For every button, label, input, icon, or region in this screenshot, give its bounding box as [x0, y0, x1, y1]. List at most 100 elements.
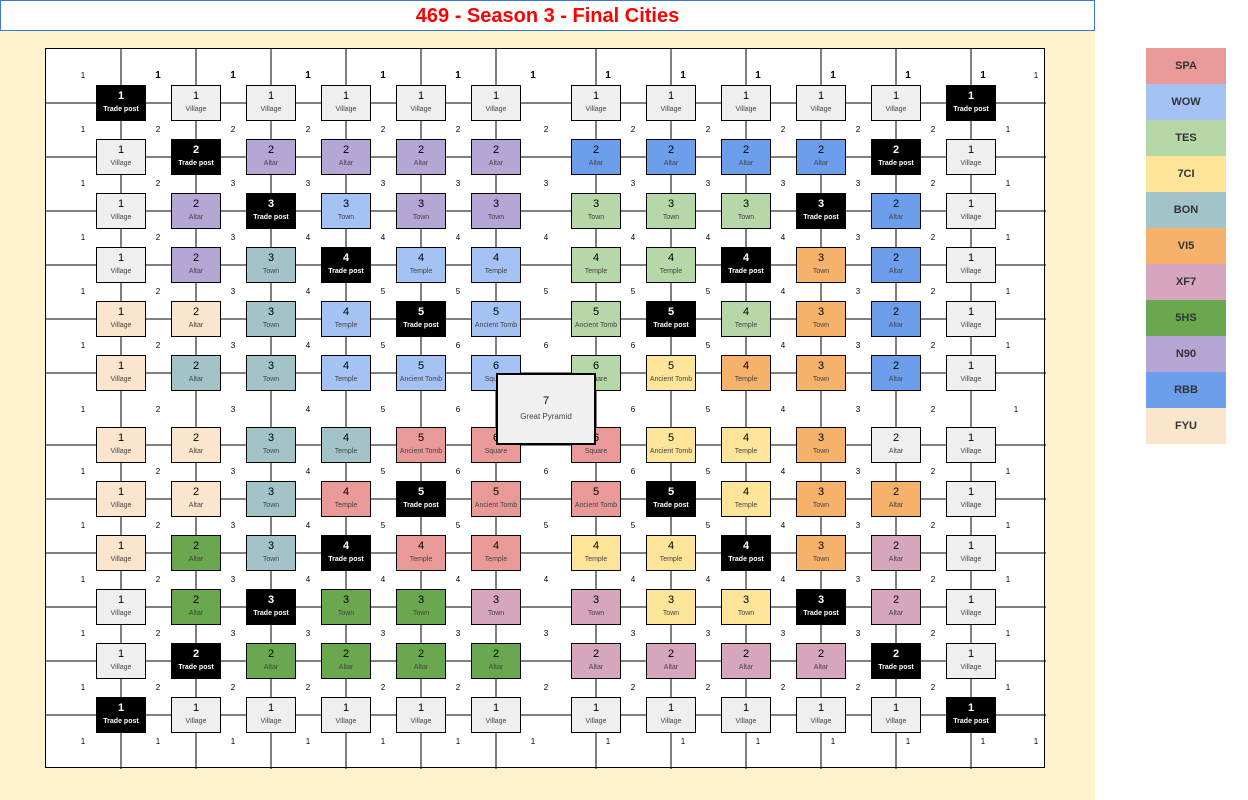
city-tile[interactable]: 4 Temple — [721, 355, 771, 391]
city-tile[interactable]: 3 Town — [321, 589, 371, 625]
city-tile[interactable]: 3 Town — [646, 589, 696, 625]
city-tile[interactable]: 1 Village — [171, 697, 221, 733]
trade-post-city[interactable]: 4 Trade post — [721, 535, 771, 571]
city-tile[interactable]: 1 Village — [321, 85, 371, 121]
city-tile[interactable]: 2 Altar — [646, 139, 696, 175]
city-tile[interactable]: 1 Village — [246, 85, 296, 121]
city-tile[interactable]: 1 Village — [946, 355, 996, 391]
trade-post-city[interactable]: 2 Trade post — [171, 643, 221, 679]
city-tile[interactable]: 1 Village — [396, 697, 446, 733]
city-tile[interactable]: 2 Altar — [796, 643, 846, 679]
city-tile[interactable]: 2 Altar — [171, 193, 221, 229]
city-tile[interactable]: 1 Village — [96, 427, 146, 463]
city-tile[interactable]: 3 Town — [796, 355, 846, 391]
city-tile[interactable]: 1 Village — [96, 589, 146, 625]
city-tile[interactable]: 1 Village — [871, 697, 921, 733]
city-tile[interactable]: 3 Town — [396, 589, 446, 625]
city-tile[interactable]: 1 Village — [96, 139, 146, 175]
city-tile[interactable]: 2 Altar — [571, 139, 621, 175]
trade-post-city[interactable]: 3 Trade post — [796, 193, 846, 229]
city-tile[interactable]: 3 Town — [796, 427, 846, 463]
city-tile[interactable]: 2 Altar — [871, 589, 921, 625]
city-tile[interactable]: 1 Village — [96, 535, 146, 571]
city-tile[interactable]: 1 Village — [96, 193, 146, 229]
city-tile[interactable]: 1 Village — [721, 85, 771, 121]
city-tile[interactable]: 1 Village — [96, 355, 146, 391]
city-tile[interactable]: 2 Altar — [246, 139, 296, 175]
city-tile[interactable]: 4 Temple — [646, 535, 696, 571]
city-tile[interactable]: 4 Temple — [321, 427, 371, 463]
city-tile[interactable]: 1 Village — [946, 247, 996, 283]
city-tile[interactable]: 1 Village — [571, 697, 621, 733]
city-tile[interactable]: 5 Ancient Tomb — [471, 301, 521, 337]
city-tile[interactable]: 4 Temple — [471, 247, 521, 283]
city-tile[interactable]: 2 Altar — [646, 643, 696, 679]
trade-post-city[interactable]: 3 Trade post — [246, 589, 296, 625]
city-tile[interactable]: 1 Village — [946, 427, 996, 463]
city-tile[interactable]: 1 Village — [571, 85, 621, 121]
city-tile[interactable]: 1 Village — [946, 301, 996, 337]
city-tile[interactable]: 3 Town — [721, 193, 771, 229]
city-tile[interactable]: 1 Village — [796, 697, 846, 733]
city-tile[interactable]: 5 Ancient Tomb — [571, 481, 621, 517]
city-tile[interactable]: 2 Altar — [171, 535, 221, 571]
city-tile[interactable]: 3 Town — [246, 301, 296, 337]
trade-post-city[interactable]: 5 Trade post — [396, 301, 446, 337]
trade-post-city[interactable]: 2 Trade post — [871, 643, 921, 679]
city-tile[interactable]: 1 Village — [721, 697, 771, 733]
city-tile[interactable]: 4 Temple — [571, 247, 621, 283]
trade-post-city[interactable]: 4 Trade post — [721, 247, 771, 283]
city-tile[interactable]: 5 Ancient Tomb — [646, 355, 696, 391]
city-tile[interactable]: 2 Altar — [871, 193, 921, 229]
city-tile[interactable]: 2 Altar — [171, 301, 221, 337]
trade-post-city[interactable]: 4 Trade post — [321, 247, 371, 283]
city-tile[interactable]: 3 Town — [246, 535, 296, 571]
city-tile[interactable]: 4 Temple — [471, 535, 521, 571]
city-tile[interactable]: 2 Altar — [871, 427, 921, 463]
city-tile[interactable]: 4 Temple — [646, 247, 696, 283]
city-tile[interactable]: 3 Town — [796, 247, 846, 283]
city-tile[interactable]: 4 Temple — [396, 247, 446, 283]
city-tile[interactable]: 1 Village — [646, 697, 696, 733]
trade-post-city[interactable]: 2 Trade post — [171, 139, 221, 175]
city-tile[interactable]: 4 Temple — [321, 481, 371, 517]
city-tile[interactable]: 1 Village — [796, 85, 846, 121]
city-tile[interactable]: 2 Altar — [871, 301, 921, 337]
city-tile[interactable]: 2 Altar — [321, 139, 371, 175]
city-tile[interactable]: 1 Village — [471, 85, 521, 121]
great-pyramid-wonder[interactable]: 7 Great Pyramid — [496, 373, 596, 445]
city-tile[interactable]: 3 Town — [796, 301, 846, 337]
city-tile[interactable]: 2 Altar — [796, 139, 846, 175]
city-tile[interactable]: 4 Temple — [321, 301, 371, 337]
city-tile[interactable]: 2 Altar — [321, 643, 371, 679]
city-tile[interactable]: 1 Village — [646, 85, 696, 121]
city-tile[interactable]: 1 Village — [946, 139, 996, 175]
city-tile[interactable]: 3 Town — [246, 427, 296, 463]
city-tile[interactable]: 3 Town — [571, 589, 621, 625]
city-tile[interactable]: 5 Ancient Tomb — [571, 301, 621, 337]
city-tile[interactable]: 3 Town — [246, 247, 296, 283]
city-tile[interactable]: 2 Altar — [171, 427, 221, 463]
city-tile[interactable]: 2 Altar — [171, 589, 221, 625]
city-tile[interactable]: 1 Village — [321, 697, 371, 733]
city-tile[interactable]: 2 Altar — [471, 643, 521, 679]
trade-post-city[interactable]: 3 Trade post — [796, 589, 846, 625]
trade-post-city[interactable]: 1 Trade post — [96, 85, 146, 121]
city-tile[interactable]: 5 Ancient Tomb — [646, 427, 696, 463]
city-tile[interactable]: 4 Temple — [721, 301, 771, 337]
city-tile[interactable]: 3 Town — [796, 481, 846, 517]
city-tile[interactable]: 2 Altar — [571, 643, 621, 679]
city-tile[interactable]: 3 Town — [396, 193, 446, 229]
trade-post-city[interactable]: 3 Trade post — [246, 193, 296, 229]
trade-post-city[interactable]: 4 Trade post — [321, 535, 371, 571]
city-tile[interactable]: 1 Village — [96, 481, 146, 517]
city-tile[interactable]: 3 Town — [796, 535, 846, 571]
city-tile[interactable]: 3 Town — [321, 193, 371, 229]
city-tile[interactable]: 5 Ancient Tomb — [396, 355, 446, 391]
trade-post-city[interactable]: 5 Trade post — [646, 481, 696, 517]
trade-post-city[interactable]: 1 Trade post — [96, 697, 146, 733]
city-tile[interactable]: 3 Town — [471, 193, 521, 229]
city-tile[interactable]: 1 Village — [96, 301, 146, 337]
city-tile[interactable]: 1 Village — [946, 535, 996, 571]
city-tile[interactable]: 1 Village — [871, 85, 921, 121]
